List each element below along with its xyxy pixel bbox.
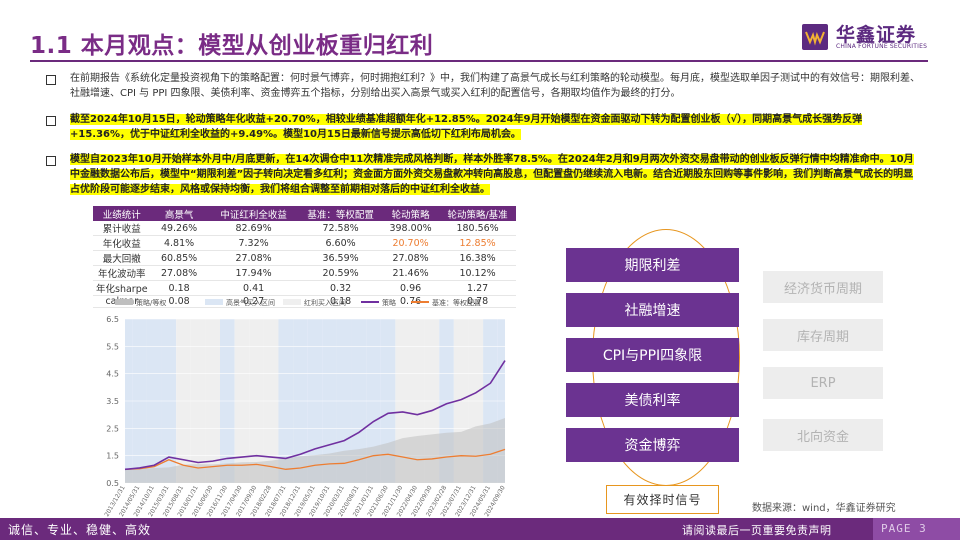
y-tick-label: 3.5 xyxy=(106,397,119,406)
strategy-chart: 0.51.52.53.54.55.56.52013/12/312014/05/3… xyxy=(103,298,506,518)
table-cell: 0.78 xyxy=(439,295,516,309)
footer-bar: 诚信、专业、稳健、高效 请阅读最后一页重要免责声明 PAGE 3 xyxy=(0,518,960,540)
highlighted-text: 模型自2023年10月开始样本外月中/月底更新，在14次调仓中11次精准完成风格… xyxy=(70,154,914,195)
legend-label: 策略/等权 xyxy=(136,298,166,307)
paragraph-outlook: 模型自2023年10月开始样本外月中/月底更新，在14次调仓中11次精准完成风格… xyxy=(70,152,920,197)
table-header-cell: 基准：等权配置 xyxy=(299,206,382,221)
page-number: PAGE 3 xyxy=(873,518,960,540)
table-row: 年化收益 4.81% 7.32% 6.60% 20.70% 12.85% xyxy=(93,235,516,251)
table-header-cell: 中证红利全收益 xyxy=(207,206,300,221)
footer-slogan: 诚信、专业、稳健、高效 xyxy=(8,523,152,537)
table-row: 年化波动率 27.08% 17.94% 20.59% 21.46% 10.12% xyxy=(93,265,516,281)
table-cell: 180.56% xyxy=(439,221,516,236)
company-logo: 华鑫证券 CHINA FORTUNE SECURITIES xyxy=(802,20,932,52)
table-cell: 21.46% xyxy=(381,265,440,281)
table-cell: 72.58% xyxy=(299,221,382,236)
y-tick-label: 4.5 xyxy=(106,370,119,379)
logo-text-cn: 华鑫证券 xyxy=(836,24,917,46)
table-row: 累计收益 49.26% 82.69% 72.58% 398.00% 180.56% xyxy=(93,221,516,236)
table-cell: 12.85% xyxy=(439,235,516,251)
table-row: 最大回撤 60.85% 27.08% 36.59% 27.08% 16.38% xyxy=(93,250,516,266)
paragraph-intro: 在前期报告《系统化定量投资视角下的策略配置：何时景气博弈，何时拥抱红利？》中，我… xyxy=(70,73,920,99)
table-cell: 49.26% xyxy=(150,221,208,236)
table-header-cell: 业绩统计 xyxy=(93,206,151,221)
table-header-row: 业绩统计 高景气 中证红利全收益 基准：等权配置 轮动策略 轮动策略/基准 xyxy=(93,206,516,221)
series-line-strategy xyxy=(124,360,506,471)
legend-label: 红利买入区间 xyxy=(304,298,346,307)
table-cell: 17.94% xyxy=(207,265,300,281)
table-cell: 27.08% xyxy=(150,265,208,281)
bullet-icon xyxy=(46,75,56,85)
table-cell: 6.60% xyxy=(299,235,382,251)
table-row-header: 累计收益 xyxy=(93,221,151,236)
table-cell: 7.32% xyxy=(207,235,300,251)
page-title: 1.1 本月观点：模型从创业板重归红利 xyxy=(30,33,434,59)
indicator-box-economic-cycle: 经济货币周期 xyxy=(763,271,883,303)
legend-swatch xyxy=(205,299,223,305)
table-header-cell: 高景气 xyxy=(150,206,208,221)
indicator-box-northbound: 北向资金 xyxy=(763,419,883,451)
table-row: calmar0.080.270.180.760.78 xyxy=(93,295,516,309)
table-cell: 27.08% xyxy=(381,250,440,266)
title-divider xyxy=(30,60,928,62)
table-cell: 36.59% xyxy=(299,250,382,266)
table-header-cell: 轮动策略/基准 xyxy=(439,206,516,221)
table-cell: 16.38% xyxy=(439,250,516,266)
y-tick-label: 5.5 xyxy=(106,342,119,351)
logo-mark-icon xyxy=(802,24,828,50)
table-cell: 0.27 xyxy=(207,295,300,309)
table-row-header: 年化收益 xyxy=(93,235,151,251)
series-area-ratio xyxy=(125,417,505,483)
table-cell: 0.76 xyxy=(381,295,440,309)
table-cell: 4.81% xyxy=(150,235,208,251)
signal-box-cpi-ppi: CPI与PPI四象限 xyxy=(566,338,739,372)
signal-box-social-financing: 社融增速 xyxy=(566,293,739,327)
table-cell: 10.12% xyxy=(439,265,516,281)
indicator-box-inventory-cycle: 库存周期 xyxy=(763,319,883,351)
table-row-header: 年化波动率 xyxy=(93,265,151,281)
table-header-cell: 轮动策略 xyxy=(381,206,440,221)
indicator-box-erp: ERP xyxy=(763,367,883,399)
table-cell: 82.69% xyxy=(207,221,300,236)
table-cell: 0.32 xyxy=(299,280,382,296)
bullet-icon xyxy=(46,156,56,166)
table-cell: 20.59% xyxy=(299,265,382,281)
series-line-benchmark xyxy=(124,448,506,470)
performance-table: 业绩统计 高景气 中证红利全收益 基准：等权配置 轮动策略 轮动策略/基准 累计… xyxy=(93,206,516,309)
y-tick-label: 1.5 xyxy=(106,452,119,461)
signal-box-us-treasury: 美债利率 xyxy=(566,383,739,417)
legend-label: 策略 xyxy=(382,298,396,307)
legend-label: 高景气买入区间 xyxy=(226,298,275,307)
table-cell: 0.18 xyxy=(150,280,208,296)
table-row: 年化sharpe 0.18 0.41 0.32 0.96 1.27 xyxy=(93,280,516,296)
logo-text-en: CHINA FORTUNE SECURITIES xyxy=(836,43,928,50)
table-cell: 1.27 xyxy=(439,280,516,296)
y-tick-label: 6.5 xyxy=(106,315,119,324)
highlighted-text: 截至2024年10月15日，轮动策略年化收益+20.70%，相较业绩基准超额年化… xyxy=(70,114,863,140)
table-row-header: 最大回撤 xyxy=(93,250,151,266)
table-cell: 27.08% xyxy=(207,250,300,266)
y-tick-label: 0.5 xyxy=(106,479,119,488)
table-row-header: 年化sharpe xyxy=(93,280,151,296)
table-cell: 0.08 xyxy=(150,295,208,309)
table-cell: 0.96 xyxy=(381,280,440,296)
y-tick-label: 2.5 xyxy=(106,424,119,433)
signal-box-term-spread: 期限利差 xyxy=(566,248,739,282)
legend-swatch xyxy=(115,299,133,305)
legend-label: 基准：等权配置 xyxy=(432,298,481,307)
data-source: 数据来源：wind，华鑫证券研究 xyxy=(752,503,896,514)
footer-disclaimer-link[interactable]: 请阅读最后一页重要免责声明 xyxy=(682,524,832,537)
table-cell: 0.41 xyxy=(207,280,300,296)
legend-swatch xyxy=(283,299,301,305)
table-cell: 20.70% xyxy=(381,235,440,251)
table-cell: 60.85% xyxy=(150,250,208,266)
table-cell: 398.00% xyxy=(381,221,440,236)
paragraph-performance: 截至2024年10月15日，轮动策略年化收益+20.70%，相较业绩基准超额年化… xyxy=(70,112,920,142)
annotation-label: 有效择时信号 xyxy=(606,485,719,514)
table-cell: 0.18 xyxy=(299,295,382,309)
signal-box-capital-game: 资金博弈 xyxy=(566,428,739,462)
bullet-icon xyxy=(46,116,56,126)
